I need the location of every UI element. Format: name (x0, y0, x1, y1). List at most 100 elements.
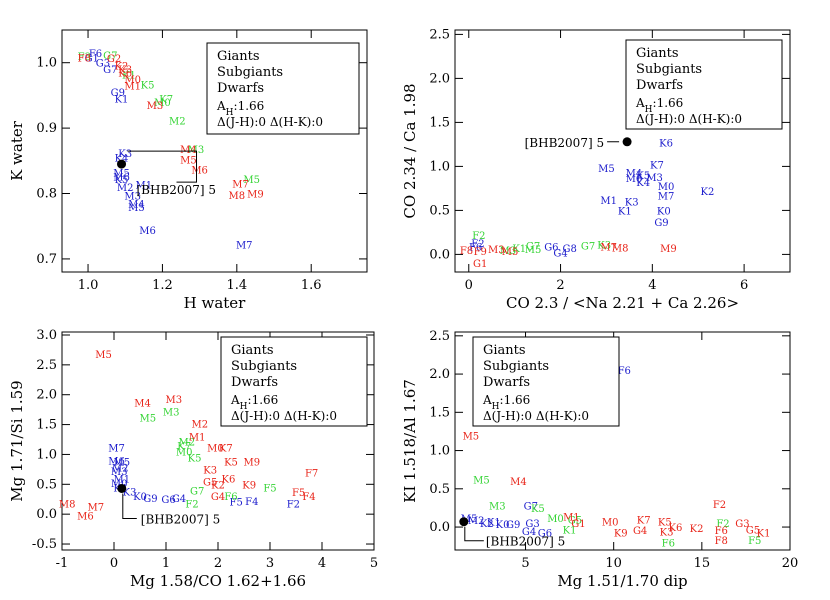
data-point-dwarfs: M5 (95, 350, 112, 361)
data-point-dwarfs: M7 (232, 180, 249, 191)
data-point-dwarfs: K2 (211, 480, 225, 491)
legend-subgiants: Subgiants (217, 65, 283, 80)
x-tick-label: 1 (162, 556, 170, 571)
data-point-giants: M6 (626, 174, 643, 185)
legend-color-offsets: Δ(J-H):0 Δ(H-K):0 (231, 409, 337, 423)
data-point-dwarfs: M9 (243, 458, 260, 469)
data-point-dwarfs: M3 (488, 245, 505, 256)
y-tick-label: 1.0 (36, 447, 57, 462)
marker-dot (459, 517, 469, 527)
data-point-subgiants: K7 (159, 95, 173, 106)
data-point-dwarfs: M0 (124, 75, 141, 86)
data-point-giants: K0 (657, 206, 671, 217)
data-point-subgiants: F5 (263, 483, 276, 494)
data-point-giants: K0 (496, 520, 510, 531)
x-tick-label: 3 (266, 556, 274, 571)
data-point-subgiants: G7 (103, 51, 117, 62)
chart-panel-3: -1 0 1 2 3 4 5 -0.5 0.0 0.5 1.0 1.5 2.0 2.5 3.0 Mg 1.58… (8, 328, 378, 590)
data-point-giants: M5 (598, 164, 615, 175)
data-point-dwarfs: K2 (115, 61, 129, 72)
y-tick-label: 2.0 (429, 367, 450, 382)
x-tick-label: 1.0 (78, 278, 99, 293)
data-point-subgiants: F5 (748, 536, 761, 547)
x-tick-label: 6 (740, 278, 748, 293)
data-point-dwarfs: K6 (118, 69, 132, 80)
x-tick-label: 2 (214, 556, 222, 571)
x-tick-label: 1.6 (301, 278, 322, 293)
legend-dwarfs: Dwarfs (231, 375, 278, 390)
data-point-dwarfs: M4 (134, 398, 151, 409)
data-point-dwarfs: K3 (203, 465, 217, 476)
data-point-dwarfs: M3 (147, 101, 164, 112)
data-point-dwarfs: G5 (203, 477, 217, 488)
data-point-dwarfs: F4 (302, 492, 315, 503)
data-point-giants: G4 (172, 494, 186, 505)
legend-extinction: AH:1.66 (482, 393, 530, 412)
data-point-giants: M6 (113, 173, 130, 184)
data-point-subgiants: F2 (716, 519, 729, 530)
data-point-giants: G6 (161, 495, 175, 506)
x-axis-label: CO 2.3 / <Na 2.21 + Ca 2.26> (506, 294, 739, 312)
data-point-dwarfs: G4 (633, 526, 647, 537)
data-point-subgiants: K1 (512, 244, 526, 255)
data-point-giants: G9 (143, 494, 157, 505)
data-point-giants: M0 (111, 479, 128, 490)
data-point-giants: G3 (96, 59, 110, 70)
x-tick-label: 1.2 (152, 278, 173, 293)
legend-subgiants: Subgiants (636, 62, 702, 77)
data-point-giants: M1 (113, 474, 130, 485)
data-point-giants: M4 (128, 199, 145, 210)
legend-extinction: AH:1.66 (216, 99, 264, 118)
y-axis-label: Mg 1.71/Si 1.59 (8, 380, 26, 501)
data-point-dwarfs: M5 (180, 156, 197, 167)
data-point-subgiants: K5 (188, 453, 202, 464)
data-point-giants: M5 (113, 169, 130, 180)
data-point-subgiants: G7 (581, 242, 595, 253)
data-point-giants: F6 (618, 366, 631, 377)
data-point-dwarfs: M7 (87, 502, 104, 513)
marker-leader (122, 493, 137, 519)
data-point-subgiants: M3 (499, 246, 516, 257)
legend-dwarfs: Dwarfs (217, 81, 264, 96)
data-point-dwarfs: K5 (224, 458, 238, 469)
data-point-giants: K3 (118, 149, 132, 160)
data-point-giants: M1 (600, 196, 617, 207)
data-point-subgiants: M2 (169, 116, 186, 127)
y-axis-label: K water (8, 120, 26, 181)
legend-subgiants: Subgiants (231, 359, 297, 374)
data-point-giants: K5 (636, 171, 650, 182)
data-point-dwarfs: M3 (165, 395, 182, 406)
plot-frame (61, 29, 368, 273)
legend-color-offsets: Δ(J-H):0 Δ(H-K):0 (217, 115, 323, 129)
y-tick-label: 1.0 (36, 56, 57, 71)
data-point-dwarfs: M0 (602, 518, 619, 529)
y-tick-label: 2.0 (429, 71, 450, 86)
data-point-giants: G9 (506, 520, 520, 531)
data-point-dwarfs: F8 (78, 53, 91, 64)
data-point-giants: F2 (471, 239, 484, 250)
marker-leader (464, 526, 484, 542)
data-point-dwarfs: G5 (746, 525, 760, 536)
data-point-subgiants: M5 (139, 413, 156, 424)
data-point-dwarfs: M8 (229, 191, 246, 202)
data-point-giants: G8 (563, 244, 577, 255)
legend-giants: Giants (636, 46, 679, 61)
data-point-subgiants: M3 (163, 407, 180, 418)
legend-box (220, 336, 368, 427)
legend-box (206, 42, 360, 135)
data-point-dwarfs: M7 (600, 242, 617, 253)
data-point-giants: M2 (112, 464, 129, 475)
plot-frame (454, 331, 791, 551)
data-point-dwarfs: F2 (713, 500, 726, 511)
data-point-giants: M1 (136, 180, 153, 191)
data-point-giants: M2 (468, 516, 485, 527)
data-point-giants: M3 (124, 191, 141, 202)
marker-dot (622, 137, 632, 147)
legend-subgiants: Subgiants (483, 359, 549, 374)
data-point-dwarfs: M6 (77, 511, 94, 522)
data-point-giants: M7 (236, 241, 253, 252)
x-tick-label: 10 (605, 556, 622, 571)
y-axis-label: CO 2.34 / Ca 1.98 (401, 83, 419, 218)
